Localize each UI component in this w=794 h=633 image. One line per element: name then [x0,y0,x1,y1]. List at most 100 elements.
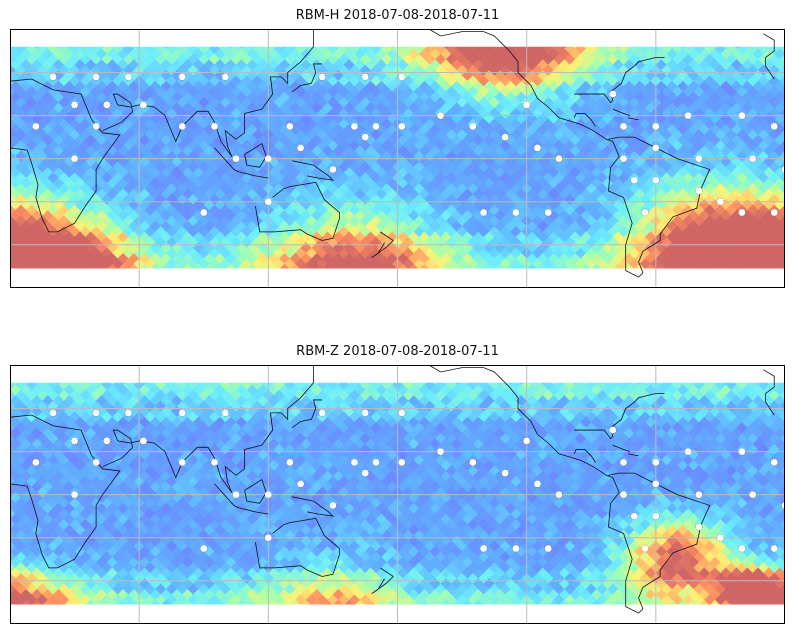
station-marker [221,73,229,81]
heatmap-cell [633,263,646,269]
station-marker [641,208,649,217]
station-marker [501,133,509,141]
heatmap-cell [612,263,624,269]
heatmap-cell [450,263,463,269]
station-marker [92,122,100,131]
heatmap-cell [741,263,754,269]
station-marker [350,122,359,131]
station-marker [232,154,240,163]
heatmap-cell [472,263,484,269]
coastline [573,113,596,127]
heatmap-cell [773,263,785,269]
heatmap-cell [526,263,538,269]
heatmap-cell [300,263,312,269]
station-marker [103,101,111,109]
coastline [627,117,639,121]
heatmap-cell [343,263,355,269]
heatmap-cell [429,263,441,269]
heatmap-cell [321,263,334,269]
heatmap-cell [763,263,775,269]
station-marker [70,101,79,109]
coastline [291,160,335,181]
station-marker [318,73,326,81]
heatmap-cell [590,263,603,269]
coastline [244,142,267,168]
coastline [102,29,314,157]
heatmap-cell [375,263,388,269]
coastline [214,147,239,172]
station-marker [178,73,186,81]
coastline [255,181,340,241]
station-marker [264,154,273,163]
heatmap-cell [332,263,345,269]
station-marker [695,187,703,195]
heatmap-cell [537,263,549,269]
heatmap-cell [655,263,667,269]
station-marker [630,176,639,184]
station-marker [652,122,660,131]
coastline [10,78,121,233]
heatmap-cell [483,263,495,269]
heatmap-cell [580,263,592,269]
station-marker [286,122,294,131]
heatmap-cell [106,263,118,269]
heatmap-cells [10,382,785,605]
station-marker [512,208,520,217]
station-marker [522,101,531,109]
heatmap-cell [709,263,721,269]
station-marker [398,73,406,81]
heatmap-cell [354,263,366,269]
station-marker [555,154,563,163]
station-marker [296,144,305,152]
station-marker [436,111,445,120]
station-marker [479,208,488,217]
heatmap-cell [117,263,129,269]
station-marker [124,73,133,81]
heatmap-cell [461,263,474,269]
heatmap-cell [752,263,764,269]
station-marker [32,122,40,131]
map-panel-rbm-h [10,29,785,288]
heatmap-cell [311,263,323,269]
heatmap-cell [504,263,517,269]
station-marker [619,154,628,163]
heatmap-cell [730,263,743,269]
coastline [238,171,269,179]
station-marker [716,198,725,206]
heatmap-cell [515,263,527,269]
heatmap-cell [268,263,280,269]
heatmap-cell [677,263,689,269]
heatmap-cell [698,263,710,269]
heatmap-cell [494,263,506,269]
station-marker [770,122,778,131]
heatmap-cell [644,263,657,269]
station-marker [49,73,57,81]
heatmap-cell [74,263,86,269]
station-marker [210,122,219,131]
station-marker [200,208,208,217]
station-marker [619,122,628,131]
heatmap-cell [386,263,398,269]
station-marker [770,208,778,217]
heatmap-cell [278,263,291,269]
station-marker [361,133,369,141]
heatmap-cell [440,263,452,269]
heatmap-cell [720,263,732,269]
station-marker [738,111,746,120]
heatmap-cell [407,263,420,269]
heatmap-cell [128,263,140,269]
station-marker [652,144,660,152]
heatmap-cell [397,263,409,269]
heatmap-cell [85,263,97,269]
heatmap-cell [569,263,581,269]
station-marker [533,144,542,152]
coastline [612,108,631,116]
heatmap-cell [95,263,108,269]
station-marker [264,198,273,206]
station-marker [361,73,369,81]
heatmap-cell [666,263,678,269]
station-marker [544,208,552,217]
map-title-rbm-h: RBM-H 2018-07-08-2018-07-11 [295,8,500,23]
heatmap-cell [687,263,700,269]
heatmap-cell [547,263,560,269]
